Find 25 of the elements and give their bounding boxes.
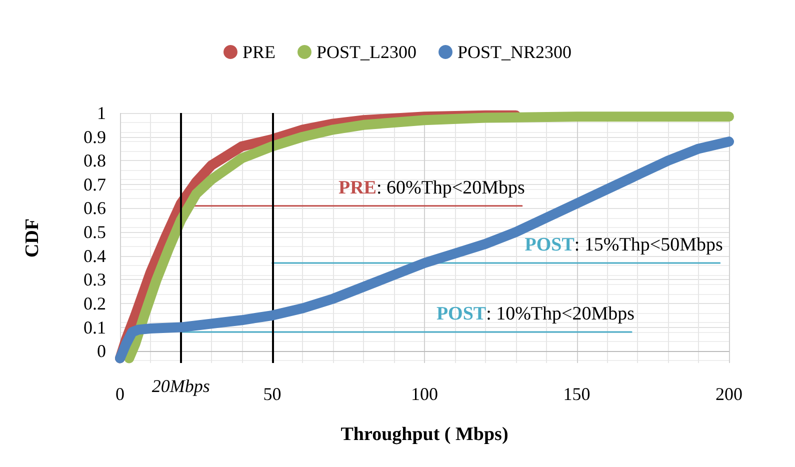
y-tick-label: 0.2 — [84, 293, 106, 314]
y-tick-label: 0.5 — [84, 222, 106, 242]
y-axis-title: CDF — [22, 218, 43, 258]
x-tick-label: 50 — [263, 384, 282, 404]
y-tick-label: 1 — [97, 103, 106, 123]
y-tick-label: 0.6 — [84, 198, 106, 218]
legend-label: POST_NR2300 — [458, 42, 572, 62]
y-tick-label: 0.7 — [84, 174, 106, 194]
legend-label: POST_L2300 — [316, 42, 417, 62]
x-tick-label: 200 — [716, 384, 742, 404]
ref-line-label: 20Mbps — [152, 376, 210, 396]
y-tick-label: 0.9 — [84, 126, 106, 147]
x-tick-label: 100 — [411, 384, 438, 404]
y-tick-label: 0.1 — [84, 317, 106, 338]
x-tick-label: 0 — [116, 384, 124, 404]
x-axis-title: Throughput ( Mbps) — [340, 424, 508, 445]
annotation: POST: 10%Thp<20Mbps — [436, 304, 635, 325]
y-tick-label: 0.8 — [84, 150, 106, 171]
legend-label: PRE — [242, 42, 276, 62]
annotation: PRE: 60%Thp<20Mbps — [338, 177, 525, 198]
x-tick-label: 150 — [563, 384, 590, 404]
y-tick-label: 0.3 — [84, 270, 106, 290]
y-tick-label: 0.4 — [84, 246, 106, 266]
annotation: POST: 15%Thp<50Mbps — [524, 234, 723, 256]
y-tick-label: 0 — [97, 341, 106, 362]
